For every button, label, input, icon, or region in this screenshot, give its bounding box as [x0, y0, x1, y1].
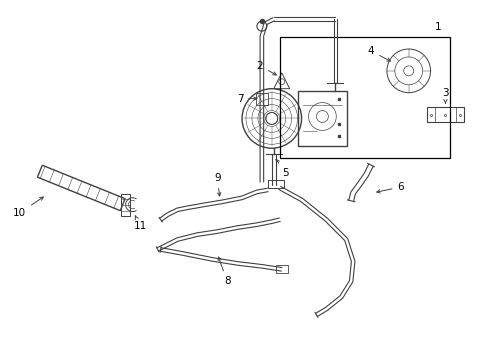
Text: 3: 3 — [442, 88, 449, 103]
Text: 4: 4 — [368, 46, 391, 61]
Bar — [121, 194, 130, 216]
Text: 8: 8 — [218, 257, 230, 286]
Bar — [427, 107, 465, 122]
Text: 10: 10 — [13, 197, 43, 218]
Circle shape — [266, 113, 278, 125]
Text: 7: 7 — [237, 94, 257, 104]
Text: 11: 11 — [134, 216, 147, 231]
Text: 5: 5 — [276, 159, 289, 178]
Text: 9: 9 — [214, 173, 221, 196]
Bar — [297, 91, 347, 146]
Bar — [268, 180, 284, 188]
Text: 2: 2 — [257, 61, 276, 75]
Bar — [256, 93, 268, 105]
Bar — [280, 37, 450, 158]
Bar — [276, 265, 288, 273]
Text: 1: 1 — [435, 22, 442, 32]
Text: 6: 6 — [377, 182, 404, 193]
